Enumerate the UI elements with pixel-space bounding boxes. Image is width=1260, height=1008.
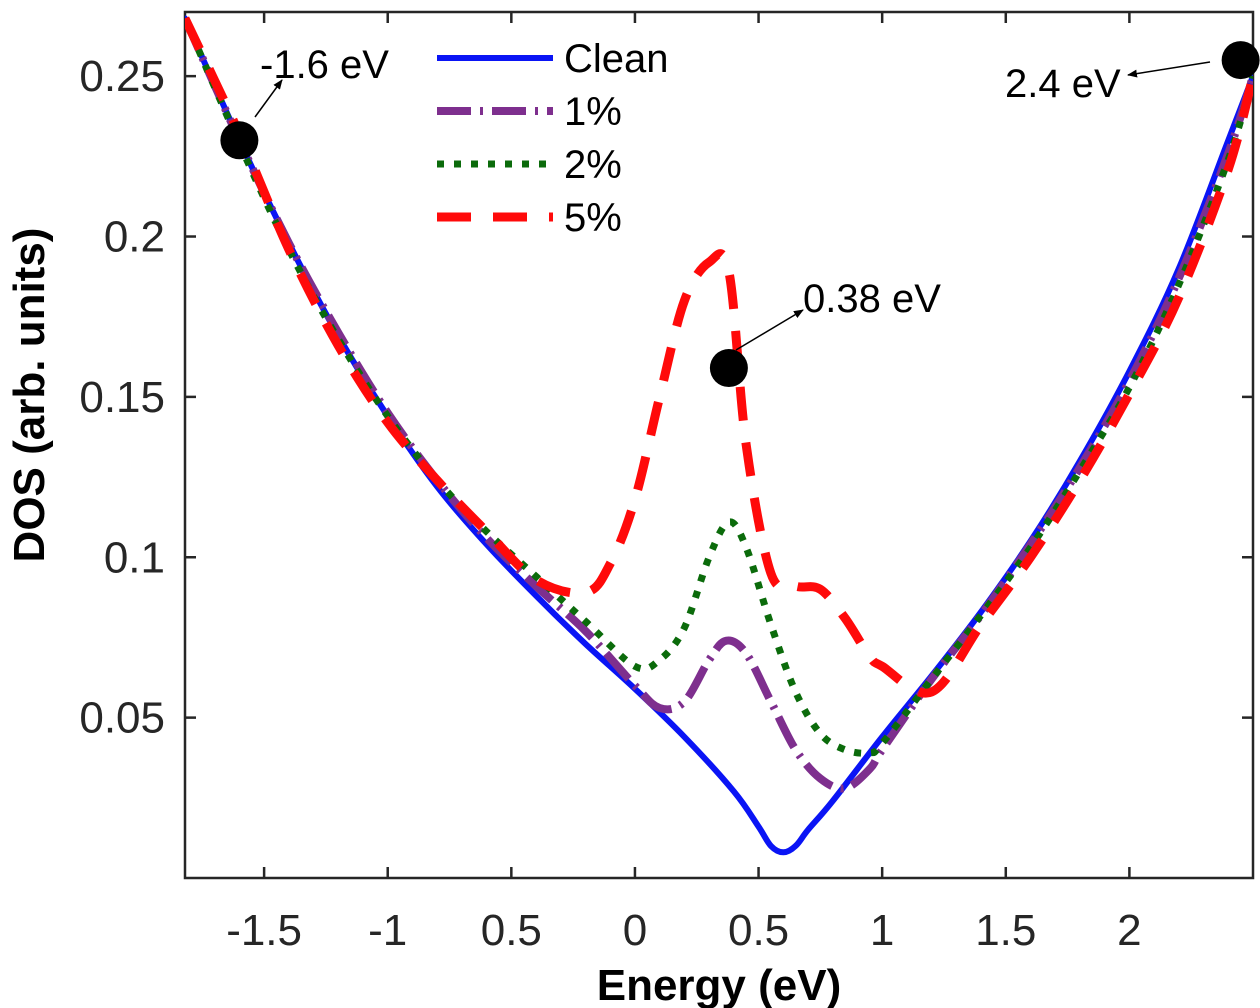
annotation-arrow bbox=[1127, 61, 1211, 78]
x-tick-label: 1 bbox=[870, 906, 894, 955]
x-tick-label: -1 bbox=[368, 906, 407, 955]
x-tick-label: 0.5 bbox=[481, 906, 542, 955]
annotation-marker bbox=[220, 121, 259, 160]
y-tick-label: 0.05 bbox=[79, 694, 165, 743]
x-tick-label: 0.5 bbox=[728, 906, 789, 955]
axis-ticks: -1.5 -1 0.5 0 0.5 1 1.5 2 0.05 0.1 0.15 0.2 0.25 bbox=[79, 12, 1253, 955]
annotation-marker bbox=[709, 349, 748, 388]
legend-label: 5% bbox=[564, 196, 622, 240]
x-axis-title: Energy (eV) bbox=[597, 961, 842, 1008]
y-axis-title: DOS (arb. units) bbox=[5, 228, 54, 563]
legend-label: Clean bbox=[564, 37, 669, 81]
y-tick-label: 0.2 bbox=[104, 213, 165, 262]
annotation-marker bbox=[1221, 41, 1260, 80]
legend: Clean 1% 2% 5% bbox=[425, 30, 700, 255]
y-tick-label: 0.1 bbox=[104, 533, 165, 582]
x-tick-label: 2 bbox=[1117, 906, 1141, 955]
annotation-label: 0.38 eV bbox=[803, 277, 941, 321]
x-tick-label: 0 bbox=[623, 906, 647, 955]
legend-label: 2% bbox=[564, 143, 622, 187]
annotation-arrow bbox=[254, 79, 283, 118]
x-tick-label: 1.5 bbox=[975, 906, 1036, 955]
y-tick-label: 0.15 bbox=[79, 373, 165, 422]
legend-label: 1% bbox=[564, 90, 622, 134]
plot-area bbox=[183, 10, 1255, 880]
annotation-label: -1.6 eV bbox=[260, 43, 389, 87]
annotations-layer: -1.6 eV 0.38 eV 2.4 eV bbox=[220, 41, 1260, 388]
annotation-arrow bbox=[735, 309, 804, 351]
y-tick-label: 0.25 bbox=[79, 52, 165, 101]
x-tick-label: -1.5 bbox=[226, 906, 302, 955]
annotation-label: 2.4 eV bbox=[1005, 62, 1121, 106]
